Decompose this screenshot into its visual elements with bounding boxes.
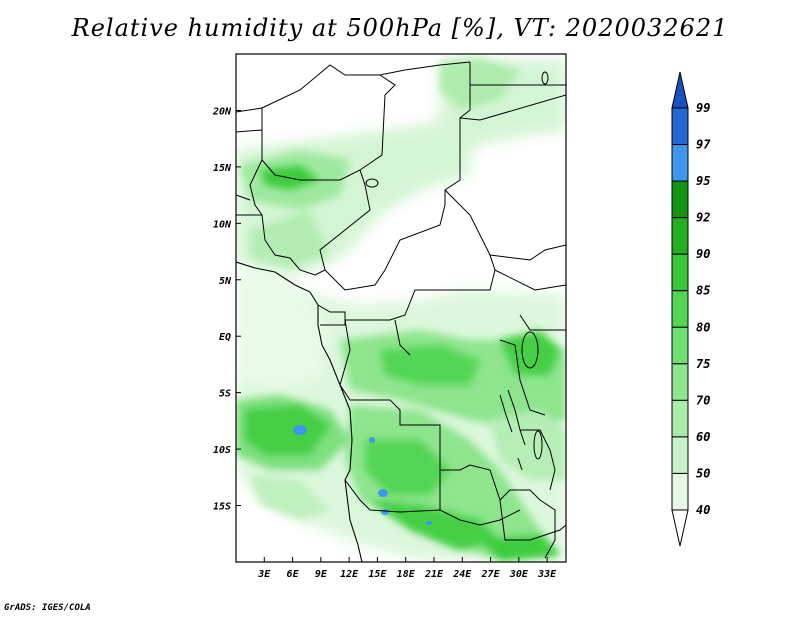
- colorbar-level-label: 80: [696, 320, 710, 334]
- lon-tick-label: 6E: [287, 569, 300, 580]
- lon-tick-label: 18E: [397, 569, 416, 580]
- lon-tick-label: 15E: [368, 569, 387, 580]
- colorbar-segment: [671, 399, 689, 438]
- lakes: [365, 71, 549, 471]
- colorbar-level-label: 90: [696, 247, 710, 261]
- lon-tick-label: 21E: [424, 569, 444, 580]
- colorbar-level-label: 75: [696, 357, 710, 371]
- lon-tick-label: 33E: [537, 569, 557, 580]
- lat-tick-label: 15N: [213, 163, 232, 174]
- coastline: [236, 261, 363, 562]
- map-title: Relative humidity at 500hPa [%], VT: 202…: [71, 14, 729, 42]
- colorbar-segment: [671, 107, 689, 146]
- lat-tick-label: 15S: [213, 502, 231, 513]
- colorbar-segment: [671, 180, 689, 219]
- colorbar-level-label: 60: [696, 430, 710, 444]
- colorbar-level-label: 97: [696, 138, 711, 152]
- lon-tick-label: 12E: [340, 569, 359, 580]
- colorbar-segment: [671, 290, 689, 328]
- lon-tick-label: 24E: [452, 569, 472, 580]
- grads-credit: GrADS: IGES/COLA: [4, 603, 91, 613]
- lat-tick-label: 5N: [219, 276, 232, 287]
- colorbar-min-arrow: [671, 509, 689, 547]
- colorbar-level-label: 70: [696, 393, 710, 407]
- latitude-axis: 20N 15N 10N 5N EQ 5S 10S 15S: [212, 106, 241, 513]
- colorbar-level-label: 50: [696, 466, 710, 480]
- lon-tick-label: 9E: [315, 569, 328, 580]
- colorbar-level-label: 85: [696, 284, 710, 298]
- colorbar: 99 97 95 92 90 85 80 75 70 60 50 40: [671, 71, 711, 547]
- lon-tick-label: 30E: [509, 569, 529, 580]
- lat-tick-label: 20N: [212, 106, 232, 117]
- longitude-axis: 3E 6E 9E 12E 15E 18E 21E 24E 27E 30E 33E: [257, 557, 557, 580]
- colorbar-max-arrow: [671, 71, 689, 109]
- colorbar-level-label: 92: [696, 211, 710, 225]
- colorbar-segment: [671, 144, 689, 182]
- lat-tick-label: EQ: [219, 332, 231, 343]
- lat-tick-label: 10S: [213, 445, 231, 456]
- lon-tick-label: 27E: [481, 569, 501, 580]
- humidity-field: [236, 58, 566, 560]
- colorbar-segment: [671, 363, 689, 401]
- colorbar-segment: [671, 217, 689, 255]
- colorbar-segment: [671, 326, 689, 365]
- colorbar-level-label: 40: [696, 503, 710, 517]
- lat-tick-label: 10N: [213, 219, 232, 230]
- plot-frame: [235, 53, 567, 563]
- country-borders: [236, 61, 566, 559]
- colorbar-level-label: 99: [696, 101, 710, 115]
- lat-tick-label: 5S: [219, 389, 231, 400]
- colorbar-segment: [671, 436, 689, 474]
- colorbar-segment: [671, 253, 689, 292]
- lon-tick-label: 3E: [257, 569, 271, 580]
- colorbar-level-label: 95: [696, 174, 710, 188]
- colorbar-segment: [671, 472, 689, 511]
